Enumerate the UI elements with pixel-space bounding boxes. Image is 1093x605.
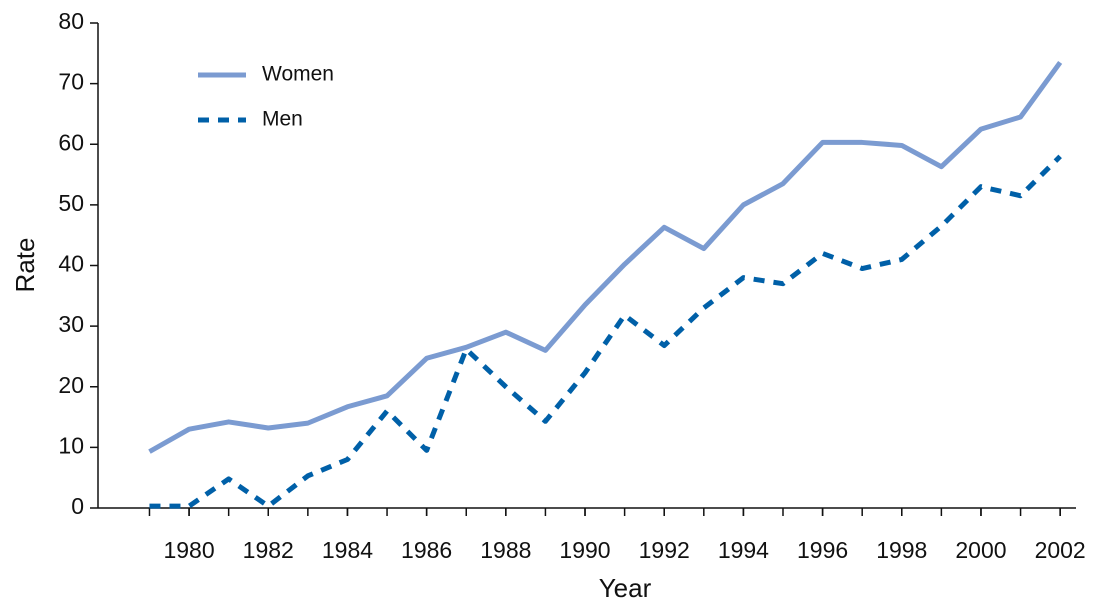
x-tick-label: 1984 [322,537,373,563]
y-tick-label: 60 [58,129,84,155]
x-tick-label: 1992 [639,537,690,563]
y-tick-label: 40 [58,251,84,277]
x-tick-label: 1986 [401,537,452,563]
y-tick-label: 20 [58,372,84,398]
line-series [148,60,1063,454]
x-tick-label: 2000 [955,537,1006,563]
x-tick-label: 1998 [876,537,927,563]
legend-label: Women [262,63,334,86]
y-tick-label: 10 [58,432,84,458]
x-tick-label: 2002 [1035,537,1086,563]
y-axis-title: Rate [10,238,40,293]
y-tick-label: 80 [58,8,84,34]
x-axis-title: Year [599,573,652,603]
x-tick-label: 1996 [797,537,848,563]
line-series [149,154,1062,509]
legend-label: Men [262,108,303,131]
x-tick-label: 1988 [480,537,531,563]
y-tick-label: 30 [58,311,84,337]
x-tick-label: 1982 [243,537,294,563]
y-tick-label: 70 [58,69,84,95]
y-tick-label: 0 [71,493,84,519]
x-tick-label: 1980 [163,537,214,563]
y-tick-label: 50 [58,190,84,216]
x-tick-label: 1990 [559,537,610,563]
x-tick-label: 1994 [718,537,769,563]
